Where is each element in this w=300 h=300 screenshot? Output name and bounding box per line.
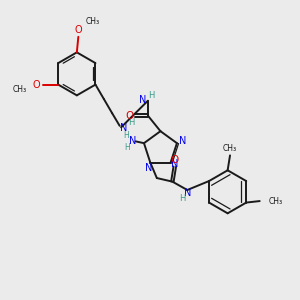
Text: CH₃: CH₃ xyxy=(86,17,100,26)
Text: O: O xyxy=(126,111,134,121)
Text: N: N xyxy=(146,163,153,173)
Text: H: H xyxy=(148,91,154,100)
Text: CH₃: CH₃ xyxy=(269,196,283,206)
Text: N: N xyxy=(171,159,178,169)
Text: H: H xyxy=(179,194,185,203)
Text: H: H xyxy=(125,143,130,152)
Text: N: N xyxy=(129,136,136,146)
Text: N: N xyxy=(184,188,191,198)
Text: N: N xyxy=(178,136,186,146)
Text: O: O xyxy=(74,25,82,35)
Text: N: N xyxy=(139,94,146,104)
Text: CH₃: CH₃ xyxy=(12,85,26,94)
Text: H: H xyxy=(123,131,129,140)
Text: O: O xyxy=(171,155,179,165)
Text: H: H xyxy=(128,118,134,127)
Text: N: N xyxy=(120,123,128,133)
Text: O: O xyxy=(32,80,40,90)
Text: CH₃: CH₃ xyxy=(223,144,237,153)
